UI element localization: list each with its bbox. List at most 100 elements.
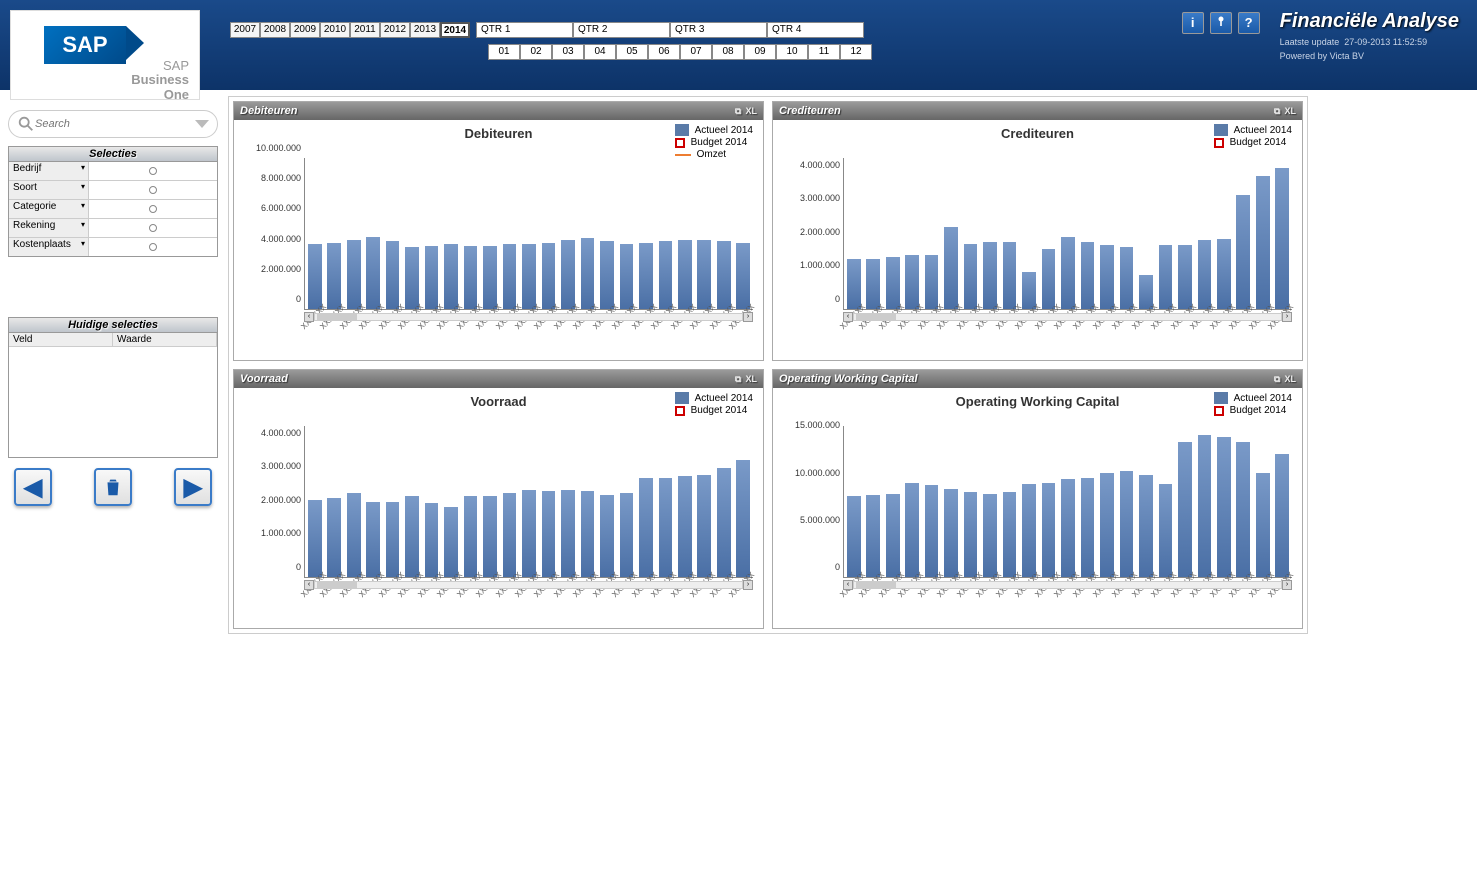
chart-bar[interactable]: [639, 478, 653, 577]
chart-bar[interactable]: [847, 496, 861, 577]
chart-bar[interactable]: [542, 491, 556, 577]
month-button-04[interactable]: 04: [584, 44, 616, 60]
chart-bar[interactable]: [866, 495, 880, 577]
chart-bar[interactable]: [1178, 245, 1192, 309]
scroll-track[interactable]: [853, 313, 1282, 321]
scroll-left-icon[interactable]: ‹: [843, 312, 853, 322]
chart-bar[interactable]: [327, 498, 341, 577]
chart-scrollbar[interactable]: ‹›: [843, 580, 1292, 590]
chart-bar[interactable]: [847, 259, 861, 309]
chart-bar[interactable]: [964, 244, 978, 309]
month-button-07[interactable]: 07: [680, 44, 712, 60]
chart-bar[interactable]: [1081, 242, 1095, 309]
chart-bar[interactable]: [886, 257, 900, 309]
search-box[interactable]: [8, 110, 218, 138]
selection-label[interactable]: Categorie: [9, 200, 89, 218]
detach-icon[interactable]: ⧉: [1274, 106, 1280, 117]
chart-bar[interactable]: [905, 483, 919, 577]
chart-bar[interactable]: [1061, 237, 1075, 309]
selection-row[interactable]: Categorie: [9, 199, 217, 218]
month-button-01[interactable]: 01: [488, 44, 520, 60]
chart-bar[interactable]: [886, 494, 900, 577]
chart-bar[interactable]: [1081, 478, 1095, 577]
chart-bar[interactable]: [581, 491, 595, 577]
info-icon[interactable]: i: [1182, 12, 1204, 34]
scroll-track[interactable]: [314, 581, 743, 589]
scroll-thumb[interactable]: [856, 314, 896, 320]
xl-icon[interactable]: XL: [745, 106, 757, 117]
scroll-right-icon[interactable]: ›: [743, 580, 753, 590]
chart-scrollbar[interactable]: ‹›: [843, 312, 1292, 322]
chart-bar[interactable]: [678, 476, 692, 577]
scroll-thumb[interactable]: [317, 582, 357, 588]
selection-row[interactable]: Soort: [9, 180, 217, 199]
chart-bar[interactable]: [1178, 442, 1192, 577]
chart-bar[interactable]: [1275, 168, 1289, 309]
chart-bar[interactable]: [1120, 471, 1134, 577]
chart-bar[interactable]: [944, 489, 958, 577]
month-button-10[interactable]: 10: [776, 44, 808, 60]
chart-bar[interactable]: [366, 502, 380, 578]
year-button-2013[interactable]: 2013: [410, 22, 440, 38]
detach-icon[interactable]: ⧉: [1274, 374, 1280, 385]
search-input[interactable]: [35, 118, 195, 130]
chart-bar[interactable]: [1061, 479, 1075, 577]
selection-label[interactable]: Soort: [9, 181, 89, 199]
chart-bar[interactable]: [717, 468, 731, 577]
pin-icon[interactable]: [1210, 12, 1232, 34]
scroll-thumb[interactable]: [856, 582, 896, 588]
chart-bar[interactable]: [983, 494, 997, 577]
selection-row[interactable]: Rekening: [9, 218, 217, 237]
selection-label[interactable]: Kostenplaats: [9, 238, 89, 256]
chart-bar[interactable]: [405, 496, 419, 577]
chart-bar[interactable]: [1236, 195, 1250, 309]
chart-bar[interactable]: [386, 502, 400, 578]
chart-bar[interactable]: [1100, 473, 1114, 577]
chart-bar[interactable]: [1256, 176, 1270, 309]
quarter-button[interactable]: QTR 4: [767, 22, 864, 38]
detach-icon[interactable]: ⧉: [735, 106, 741, 117]
chart-bar[interactable]: [444, 507, 458, 577]
chart-bar[interactable]: [1042, 483, 1056, 577]
chart-bar[interactable]: [1275, 454, 1289, 577]
chart-bar[interactable]: [1198, 240, 1212, 309]
chart-scrollbar[interactable]: ‹›: [304, 312, 753, 322]
selection-value[interactable]: [89, 238, 217, 256]
month-button-11[interactable]: 11: [808, 44, 840, 60]
nav-back-button[interactable]: ◀: [14, 468, 52, 506]
selection-value[interactable]: [89, 162, 217, 180]
chart-bar[interactable]: [697, 475, 711, 577]
chart-bar[interactable]: [1042, 249, 1056, 309]
selection-value[interactable]: [89, 181, 217, 199]
scroll-thumb[interactable]: [317, 314, 357, 320]
chart-scrollbar[interactable]: ‹›: [304, 580, 753, 590]
help-icon[interactable]: ?: [1238, 12, 1260, 34]
scroll-left-icon[interactable]: ‹: [304, 312, 314, 322]
chart-bar[interactable]: [1159, 245, 1173, 309]
chart-bar[interactable]: [347, 493, 361, 577]
chart-bar[interactable]: [1198, 435, 1212, 577]
month-button-08[interactable]: 08: [712, 44, 744, 60]
scroll-right-icon[interactable]: ›: [1282, 580, 1292, 590]
chart-bar[interactable]: [1120, 247, 1134, 309]
chart-bar[interactable]: [925, 485, 939, 577]
chart-bar[interactable]: [1100, 245, 1114, 309]
quarter-button[interactable]: QTR 1: [476, 22, 573, 38]
month-button-02[interactable]: 02: [520, 44, 552, 60]
selection-label[interactable]: Bedrijf: [9, 162, 89, 180]
month-button-03[interactable]: 03: [552, 44, 584, 60]
year-button-2007[interactable]: 2007: [230, 22, 260, 38]
xl-icon[interactable]: XL: [1284, 374, 1296, 385]
nav-forward-button[interactable]: ▶: [174, 468, 212, 506]
chart-bar[interactable]: [1236, 442, 1250, 577]
chart-bar[interactable]: [1022, 484, 1036, 577]
chart-bar[interactable]: [1003, 242, 1017, 309]
quarter-button[interactable]: QTR 3: [670, 22, 767, 38]
chart-bar[interactable]: [1003, 492, 1017, 577]
chart-bar[interactable]: [308, 500, 322, 577]
search-dropdown-icon[interactable]: [195, 120, 209, 128]
xl-icon[interactable]: XL: [1284, 106, 1296, 117]
month-button-09[interactable]: 09: [744, 44, 776, 60]
scroll-right-icon[interactable]: ›: [743, 312, 753, 322]
chart-bar[interactable]: [659, 478, 673, 577]
